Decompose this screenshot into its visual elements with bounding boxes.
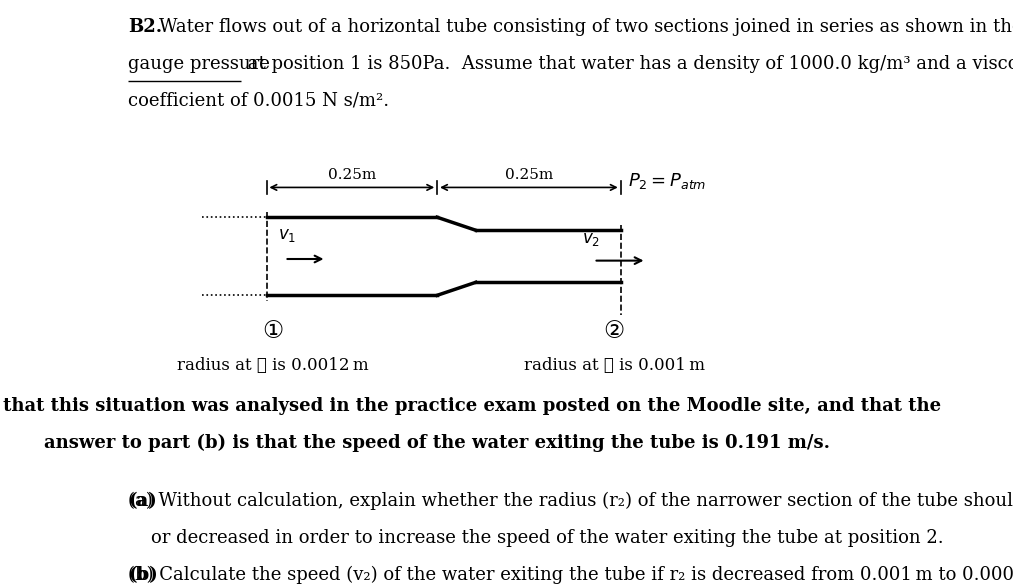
Text: 0.25m: 0.25m: [327, 168, 376, 182]
Text: B2.: B2.: [128, 18, 162, 36]
Text: Recall that this situation was analysed in the practice exam posted on the Moodl: Recall that this situation was analysed …: [0, 397, 941, 415]
Text: answer to part (b) is that the speed of the water exiting the tube is 0.191 m/s.: answer to part (b) is that the speed of …: [45, 434, 830, 452]
Text: (b): (b): [128, 566, 158, 584]
Text: or decreased in order to increase the speed of the water exiting the tube at pos: or decreased in order to increase the sp…: [128, 529, 944, 547]
Text: Water flows out of a horizontal tube consisting of two sections joined in series: Water flows out of a horizontal tube con…: [159, 18, 1013, 36]
Text: ②: ②: [604, 319, 625, 343]
Text: $P_2 = P_{atm}$: $P_2 = P_{atm}$: [628, 171, 707, 191]
Text: (a) Without calculation, explain whether the radius (r₂) of the narrower section: (a) Without calculation, explain whether…: [128, 492, 1013, 510]
Text: coefficient of 0.0015 N s/m².: coefficient of 0.0015 N s/m².: [128, 91, 389, 109]
Text: ①: ①: [262, 319, 284, 343]
Text: $v_2$: $v_2$: [582, 230, 600, 247]
Text: $v_1$: $v_1$: [279, 226, 297, 245]
Text: (a): (a): [128, 492, 157, 510]
Text: 0.25m: 0.25m: [504, 168, 553, 182]
Text: at position 1 is 850Pa.  Assume that water has a density of 1000.0 kg/m³ and a v: at position 1 is 850Pa. Assume that wate…: [242, 54, 1013, 73]
Text: radius at ① is 0.0012 m: radius at ① is 0.0012 m: [177, 357, 369, 374]
Text: gauge pressure: gauge pressure: [128, 54, 269, 73]
Text: radius at ② is 0.001 m: radius at ② is 0.001 m: [524, 357, 705, 374]
Text: (b) Calculate the speed (v₂) of the water exiting the tube if r₂ is decreased fr: (b) Calculate the speed (v₂) of the wate…: [128, 566, 1013, 584]
